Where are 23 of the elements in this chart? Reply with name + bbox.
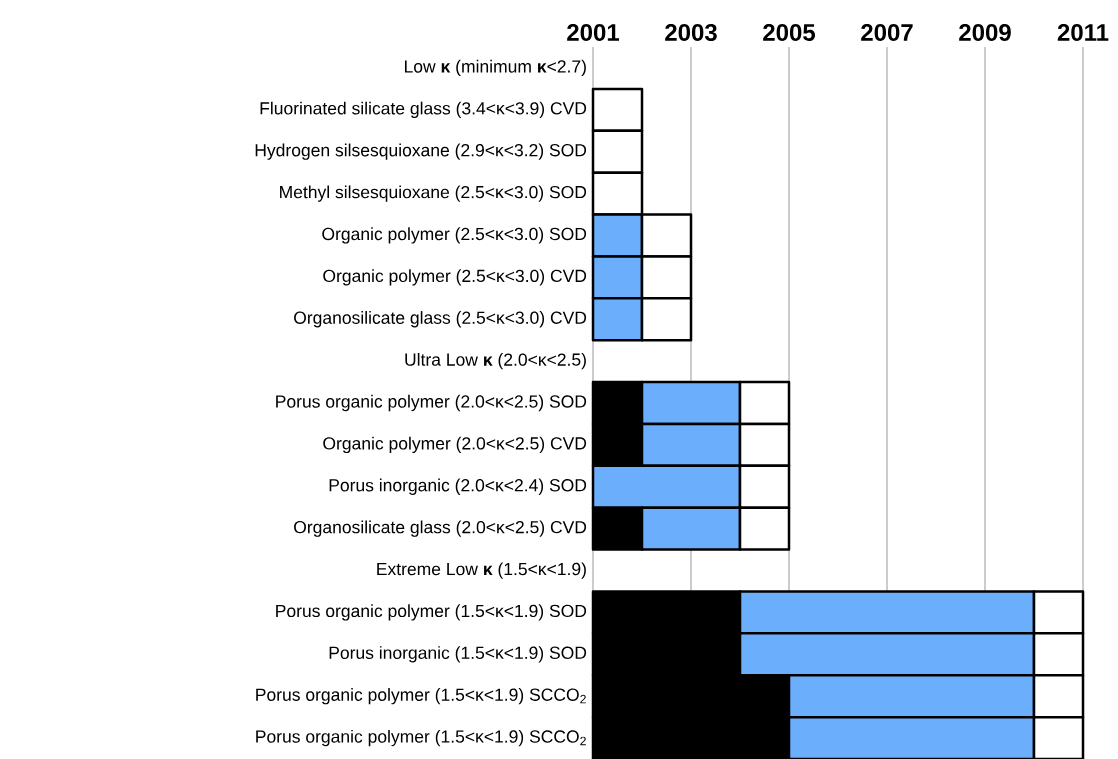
y-tick-label: Low κ (minimum κ<2.7) (404, 59, 586, 77)
y-tick-label: Porus inorganic (2.0<κ<2.4) SOD (329, 478, 587, 495)
y-tick-label: Organosilicate glass (2.5<κ<3.0) CVD (294, 311, 587, 328)
y-tick-label: Fluorinated silicate glass (3.4<κ<3.9) CVD (260, 101, 587, 118)
x-tick-label: 2009 (959, 23, 1011, 41)
y-tick-label: Organic polymer (2.0<κ<2.5) CVD (323, 436, 587, 454)
x-tick-label: 2007 (861, 23, 913, 41)
y-tick-label: Porus organic polymer (2.0<κ<2.5) SOD (276, 394, 587, 412)
y-tick-label: Porus inorganic (1.5<κ<1.9) SOD (329, 646, 587, 663)
x-tick-label: 2001 (567, 23, 620, 41)
y-tick-label: Extreme Low κ (1.5<κ<1.9) (377, 562, 586, 579)
y-tick-label: Hydrogen silsesquioxane (2.9<κ<3.2) SOD (255, 143, 587, 160)
x-tick-label: 2005 (763, 23, 816, 41)
y-tick-label: Organic polymer (2.5<κ<3.0) CVD (323, 269, 587, 286)
y-tick-label: Methyl silsesquioxane (2.5<κ<3.0) SOD (280, 185, 587, 202)
y-tick-label: Porus organic polymer (1.5<κ<1.9) SCCO$_{2}$ (256, 729, 586, 747)
y-tick-label: Organosilicate glass (2.0<κ<2.5) CVD (294, 520, 587, 537)
y-tick-label: Porus organic polymer (1.5<κ<1.9) SCCO$_{2}$ (256, 688, 586, 705)
y-tick-label: Organic polymer (2.5<κ<3.0) SOD (322, 227, 587, 244)
x-tick-label: 2003 (665, 23, 717, 41)
x-tick-label: 2011 (1057, 23, 1109, 41)
y-tick-label: Porus organic polymer (1.5<κ<1.9) SOD (276, 604, 587, 621)
y-tick-label: Ultra Low κ (2.0<κ<2.5) (405, 352, 586, 370)
